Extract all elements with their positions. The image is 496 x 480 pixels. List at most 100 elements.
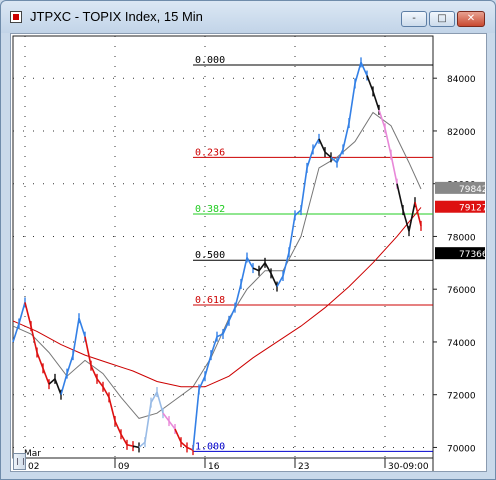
- price-label: 79842: [459, 185, 486, 195]
- price-segment: [162, 412, 170, 422]
- price-segment: [378, 109, 386, 129]
- x-tick-label: 09: [118, 462, 130, 471]
- close-button[interactable]: ✕: [457, 11, 485, 27]
- price-segment: [54, 378, 62, 395]
- fib-level-label: 0.000: [195, 55, 225, 66]
- price-segment: [132, 445, 140, 449]
- fib-level-label: 0.618: [195, 295, 225, 306]
- minimize-button[interactable]: -: [401, 11, 427, 27]
- price-segment: [90, 365, 98, 380]
- price-label: 77366: [459, 250, 486, 260]
- y-tick-label: 72000: [447, 392, 476, 402]
- price-segment: [84, 336, 92, 366]
- price-segment: [174, 428, 182, 443]
- price-segment: [336, 149, 344, 163]
- price-segment: [240, 257, 248, 285]
- price-segment: [354, 62, 362, 84]
- fib-level-label: 0.236: [195, 147, 225, 158]
- fib-level-label: 0.500: [195, 250, 225, 261]
- price-segment: [348, 83, 356, 124]
- price-segment: [36, 352, 44, 369]
- price-segment: [96, 378, 104, 388]
- x-tick-label: 30-09:00: [388, 462, 429, 471]
- close-icon: ✕: [466, 13, 476, 24]
- price-segment: [372, 91, 380, 111]
- price-segment: [246, 257, 254, 269]
- price-segment: [252, 267, 260, 272]
- price-segment: [42, 368, 50, 385]
- title-bar[interactable]: JTPXC - TOPIX Index, 15 Min - □ ✕: [1, 1, 495, 33]
- fib-level-label: 0.382: [195, 204, 225, 215]
- y-tick-label: 82000: [447, 128, 476, 138]
- maximize-icon: □: [437, 13, 447, 24]
- price-segment: [72, 318, 80, 356]
- price-segment: [324, 151, 332, 158]
- price-label-box: [435, 247, 485, 260]
- price-segment: [276, 275, 284, 287]
- price-segment: [234, 283, 242, 308]
- minimize-icon: -: [412, 13, 416, 24]
- price-segment: [144, 402, 152, 443]
- price-segment: [360, 62, 368, 76]
- window-title: JTPXC - TOPIX Index, 15 Min: [30, 9, 203, 24]
- y-tick-label: 84000: [447, 75, 476, 85]
- plot-frame: [12, 35, 434, 459]
- fib-level-label: 1.000: [195, 441, 225, 452]
- price-chart[interactable]: 7000072000740007600078000800008200084000…: [11, 34, 486, 471]
- y-tick-label: 78000: [447, 233, 476, 243]
- price-segment: [108, 397, 116, 422]
- x-tick-label: 16: [208, 462, 220, 471]
- x-tick-label: 02: [28, 462, 39, 471]
- y-tick-label: 76000: [447, 286, 476, 296]
- moving-average-long: [12, 207, 422, 388]
- price-segment: [306, 149, 314, 169]
- price-segment: [114, 420, 122, 435]
- price-segment: [150, 391, 158, 404]
- price-segment: [288, 215, 296, 253]
- price-segment: [102, 386, 110, 398]
- price-segment: [78, 317, 86, 337]
- price-segment: [18, 302, 26, 324]
- price-segment: [264, 262, 272, 274]
- price-segment: [66, 354, 74, 374]
- price-segment: [384, 128, 392, 155]
- price-segment: [414, 201, 422, 227]
- price-label-box: [435, 200, 485, 213]
- price-segment: [342, 122, 350, 150]
- price-segment: [186, 446, 194, 451]
- scroll-handle[interactable]: [13, 453, 26, 470]
- price-segment: [258, 262, 266, 272]
- price-segment: [156, 391, 164, 414]
- price-segment: [312, 138, 320, 150]
- chart-area[interactable]: 7000072000740007600078000800008200084000…: [10, 33, 487, 472]
- price-segment: [282, 252, 290, 277]
- price-segment: [180, 441, 188, 449]
- price-label: 79127: [459, 204, 486, 214]
- price-segment: [210, 336, 218, 356]
- price-segment: [198, 375, 206, 390]
- price-segment: [30, 325, 38, 353]
- price-segment: [300, 167, 308, 211]
- price-segment: [192, 389, 200, 451]
- price-segment: [222, 320, 230, 335]
- price-segment: [228, 307, 236, 322]
- price-segment: [396, 183, 404, 211]
- price-segment: [12, 323, 20, 343]
- y-tick-label: 70000: [447, 444, 476, 454]
- price-label-box: [435, 181, 485, 194]
- price-segment: [408, 202, 416, 232]
- maximize-button[interactable]: □: [429, 11, 455, 27]
- price-segment: [138, 441, 146, 449]
- price-segment: [366, 75, 374, 92]
- price-segment: [204, 354, 212, 377]
- chart-app-icon[interactable]: [10, 11, 22, 23]
- price-segment: [216, 333, 224, 338]
- price-segment: [330, 156, 338, 164]
- x-tick-label: 23: [298, 462, 309, 471]
- price-segment: [120, 433, 128, 446]
- price-segment: [24, 302, 32, 327]
- price-segment: [126, 444, 134, 447]
- price-segment: [48, 378, 56, 385]
- month-label: Mar: [24, 449, 41, 459]
